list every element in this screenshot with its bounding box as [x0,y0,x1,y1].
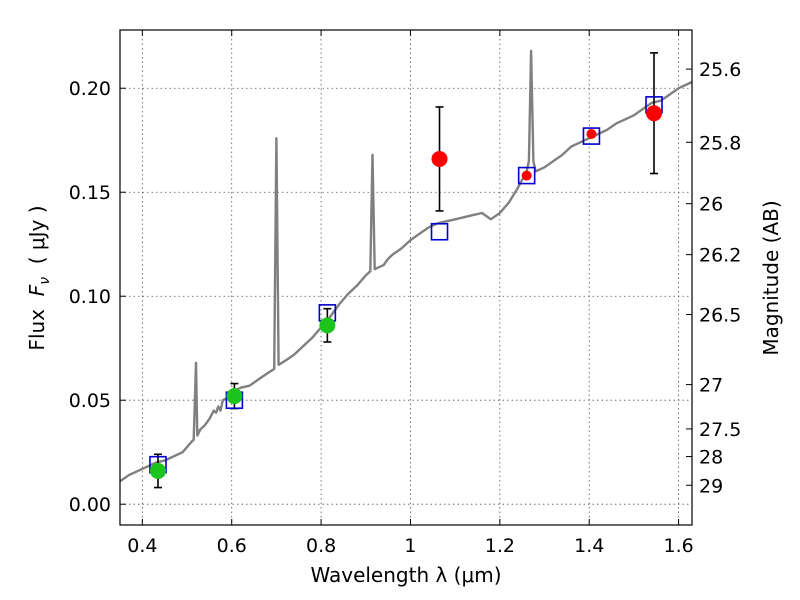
magnitude-tick-label: 27.5 [699,419,741,441]
magnitude-tick-label: 26.2 [699,245,741,267]
y-axis-label: Flux Fν ( μJy ) [25,205,53,350]
photometry-point [646,105,663,122]
y-axis-label-unit: ( μJy ) [25,205,49,277]
x-tick-label: 1.4 [574,535,604,557]
magnitude-tick-label: 25.6 [699,59,741,81]
x-tick-label: 1.6 [663,535,693,557]
magnitude-tick-label: 29 [699,475,723,497]
magnitude-tick-label: 26 [699,194,723,216]
photometry-point [521,170,532,181]
photometry-point [226,388,243,405]
model-square-marker [517,166,536,185]
model-squares [149,96,663,474]
spectrum-series [119,49,693,483]
x-tick-label: 0.8 [306,535,336,557]
magnitude-tick-label: 26.5 [699,305,741,327]
x-tick-label: 1 [404,535,416,557]
model-square-marker [582,127,601,145]
y-tick-label: 0.20 [69,78,111,100]
magnitude-tick-label: 25.8 [699,132,741,154]
photometry-point [586,128,597,139]
spectrum-line [119,49,693,483]
x-tick-label: 0.6 [217,535,247,557]
axis-ticks: 0.4 0.6 0.8 1 1.2 1.4 1.6 0.00 0.05 0.10 0.15 0.20 2… [69,30,741,557]
y-axis-label-subscript: ν [37,277,53,285]
plot-frame [119,29,693,526]
y-axis-label-prefix: Flux [25,296,49,350]
magnitude-tick-label: 27 [699,375,723,397]
model-square-marker [430,222,449,241]
y-tick-label: 0.15 [69,182,111,204]
right-axis-label: Magnitude (AB) [759,200,783,355]
grid-lines [120,30,692,525]
error-bars [153,52,659,489]
y-tick-label: 0.10 [69,286,111,308]
photometry-point [149,462,166,479]
y-axis-label-symbol: F [25,284,49,296]
photometry-points [149,105,663,479]
y-tick-label: 0.00 [69,494,111,516]
x-tick-label: 1.2 [485,535,515,557]
photometry-point [431,150,448,167]
y-tick-label: 0.05 [69,390,111,412]
magnitude-tick-label: 28 [699,447,723,469]
photometry-point [319,317,336,334]
x-tick-label: 0.4 [127,535,157,557]
x-axis-label: Wavelength λ (μm) [310,563,501,587]
